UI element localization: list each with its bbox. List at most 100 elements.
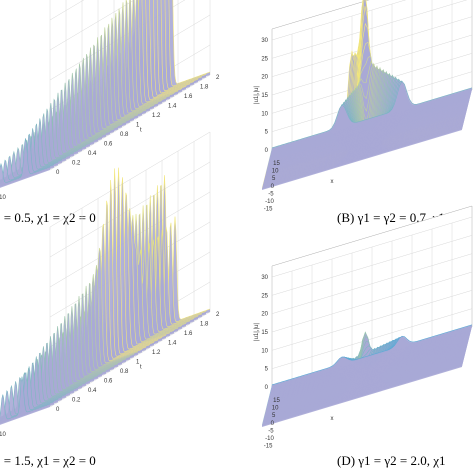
x-tick-label: 15	[273, 161, 280, 167]
t-tick-label: 1.4	[168, 341, 177, 347]
surface-strip	[108, 213, 178, 357]
panel-caption: (B) γ1 = γ2 = 0.7, χ1	[337, 210, 445, 225]
z-tick-label: 25	[261, 293, 268, 299]
x-tick-label: -10	[0, 195, 6, 201]
x-tick-label: 10	[272, 169, 279, 175]
panel-caption: (D) γ1 = γ2 = 2.0, χ1	[337, 453, 445, 468]
t-tick-label: 1.2	[152, 113, 161, 119]
x-tick-label: 0	[271, 421, 275, 427]
surface-mesh	[0, 167, 211, 425]
t-tick-label: 1.8	[200, 85, 209, 91]
axis-ticks: -10-15-2000.20.40.60.811.21.41.61.82t	[0, 312, 220, 438]
surface-strip	[136, 0, 206, 103]
surface-strip	[68, 248, 138, 380]
z-tick-label: 20	[261, 312, 268, 318]
z-tick-label: 15	[261, 93, 268, 99]
surface-strip	[0, 118, 66, 185]
surface-strip	[0, 123, 62, 186]
surface-strip	[108, 0, 178, 119]
x-tick-label: 5	[272, 413, 276, 419]
surface-strip	[0, 366, 58, 424]
surface-mesh	[261, 324, 473, 427]
z-tick-label: 5	[265, 130, 269, 136]
surface-strip	[116, 205, 186, 352]
panel-caption: 2 = 0.5, χ1 = χ2 = 0	[0, 210, 96, 225]
x-tick-label: -5	[268, 191, 274, 197]
surface-strip	[60, 274, 130, 385]
t-tick-label: 1.4	[168, 104, 177, 110]
x-tick-label: -10	[0, 432, 6, 438]
surface-line	[271, 324, 473, 386]
surface-strip	[128, 195, 198, 345]
surface-line	[271, 80, 473, 149]
surface-strip	[76, 17, 146, 138]
t-tick-label: 0.8	[120, 132, 129, 138]
z-tick-label: 0	[265, 148, 269, 154]
z-axis-label: |u1|,|u|	[254, 86, 260, 104]
t-tick-label: 0.8	[120, 369, 129, 375]
t-tick-label: 1.6	[184, 94, 193, 100]
surface-strip	[52, 285, 122, 390]
surface-strip	[56, 283, 126, 387]
t-tick-label: 1.8	[200, 322, 209, 328]
surface-strip	[140, 0, 210, 100]
x-axis-label: x	[331, 416, 334, 422]
z-tick-label: 0	[265, 385, 269, 391]
surface-mesh	[0, 0, 211, 188]
t-tick-label: 2	[216, 75, 220, 81]
x-axis-label: x	[331, 179, 334, 185]
surface-mesh	[261, 0, 473, 190]
z-tick-label: 30	[261, 275, 268, 281]
surface-strip	[140, 175, 210, 337]
surface-strip	[36, 306, 106, 399]
z-tick-label: 15	[261, 330, 268, 336]
surface-strip	[84, 8, 154, 134]
surface-strip	[0, 376, 50, 425]
z-tick-label: 20	[261, 75, 268, 81]
surface-strip	[120, 0, 190, 112]
t-axis-label: t	[140, 127, 142, 133]
surface-strip	[104, 215, 174, 359]
x-tick-label: -15	[264, 444, 273, 450]
surface-strip	[88, 2, 158, 131]
t-tick-label: 0.2	[72, 398, 81, 404]
surface-strip	[80, 13, 150, 136]
t-tick-label: 0	[56, 170, 60, 176]
surface-strip	[112, 0, 182, 117]
surface-strip	[272, 324, 472, 387]
z-axis-label: |u1|,|u|	[254, 323, 260, 341]
surface-line	[0, 376, 51, 420]
surface-strip	[124, 195, 194, 347]
x-tick-label: -10	[265, 436, 274, 442]
x-tick-label: 10	[272, 406, 279, 412]
t-tick-label: 0	[56, 407, 60, 413]
surface-strip	[44, 296, 114, 394]
surface-strip	[40, 303, 110, 397]
t-tick-label: 1.6	[184, 331, 193, 337]
grid-line	[49, 131, 211, 228]
t-tick-label: 1.2	[152, 350, 161, 356]
surface-line	[0, 138, 51, 183]
x-tick-label: 15	[273, 398, 280, 404]
t-tick-label: 1	[136, 360, 140, 366]
t-tick-label: 1	[136, 123, 140, 129]
surface-strip	[0, 138, 50, 188]
x-tick-label: -5	[268, 428, 274, 434]
z-tick-label: 5	[265, 367, 269, 373]
t-tick-label: 0.4	[88, 151, 97, 157]
x-tick-label: 0	[271, 184, 275, 190]
surface-strip	[124, 0, 194, 110]
surface-strip	[0, 372, 54, 424]
t-tick-label: 0.6	[104, 379, 113, 385]
z-tick-label: 10	[261, 111, 268, 117]
t-tick-label: 0.4	[88, 388, 97, 394]
surface-strip	[92, 0, 162, 129]
t-axis-label: t	[140, 364, 142, 370]
surface-strip	[128, 0, 198, 108]
surface-line	[0, 133, 55, 185]
